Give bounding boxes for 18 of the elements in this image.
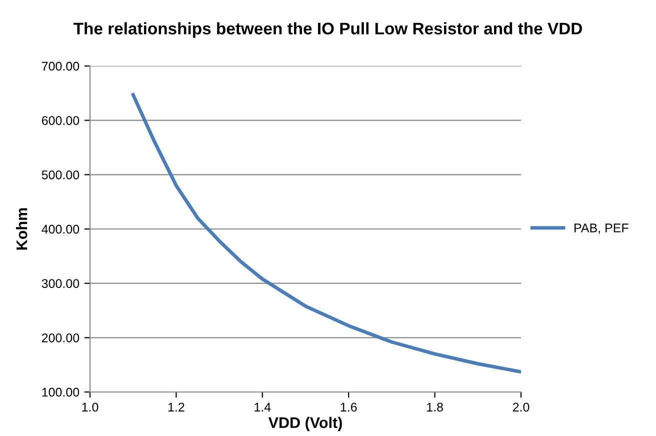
- y-tick-label: 400.00: [42, 224, 80, 234]
- x-tick-label: 1.0: [82, 402, 98, 412]
- y-tick-label: 300.00: [42, 279, 80, 288]
- x-tick-label: 1.2: [168, 402, 184, 412]
- line-series: [131, 93, 521, 374]
- x-tick-label: 2.0: [512, 402, 530, 412]
- chart-title: The relationships between the IO Pull Low Resistor and the VDD: [74, 22, 582, 38]
- x-tick-label: 1.4: [254, 402, 271, 412]
- y-tick-label: 100.00: [42, 388, 80, 397]
- x-tick-label: 1.6: [340, 402, 357, 412]
- y-tick-label: 200.00: [42, 333, 80, 342]
- y-axis-title: Kohm: [16, 208, 28, 250]
- y-tick-label: 500.00: [42, 170, 80, 180]
- y-tick-label: 600.00: [42, 116, 80, 125]
- x-axis-title: VDD (Volt): [268, 416, 342, 432]
- legend-label: PAB, PEF: [574, 224, 628, 234]
- x-tick-label: 1.8: [427, 402, 443, 412]
- y-tick-label: 700.00: [42, 62, 80, 71]
